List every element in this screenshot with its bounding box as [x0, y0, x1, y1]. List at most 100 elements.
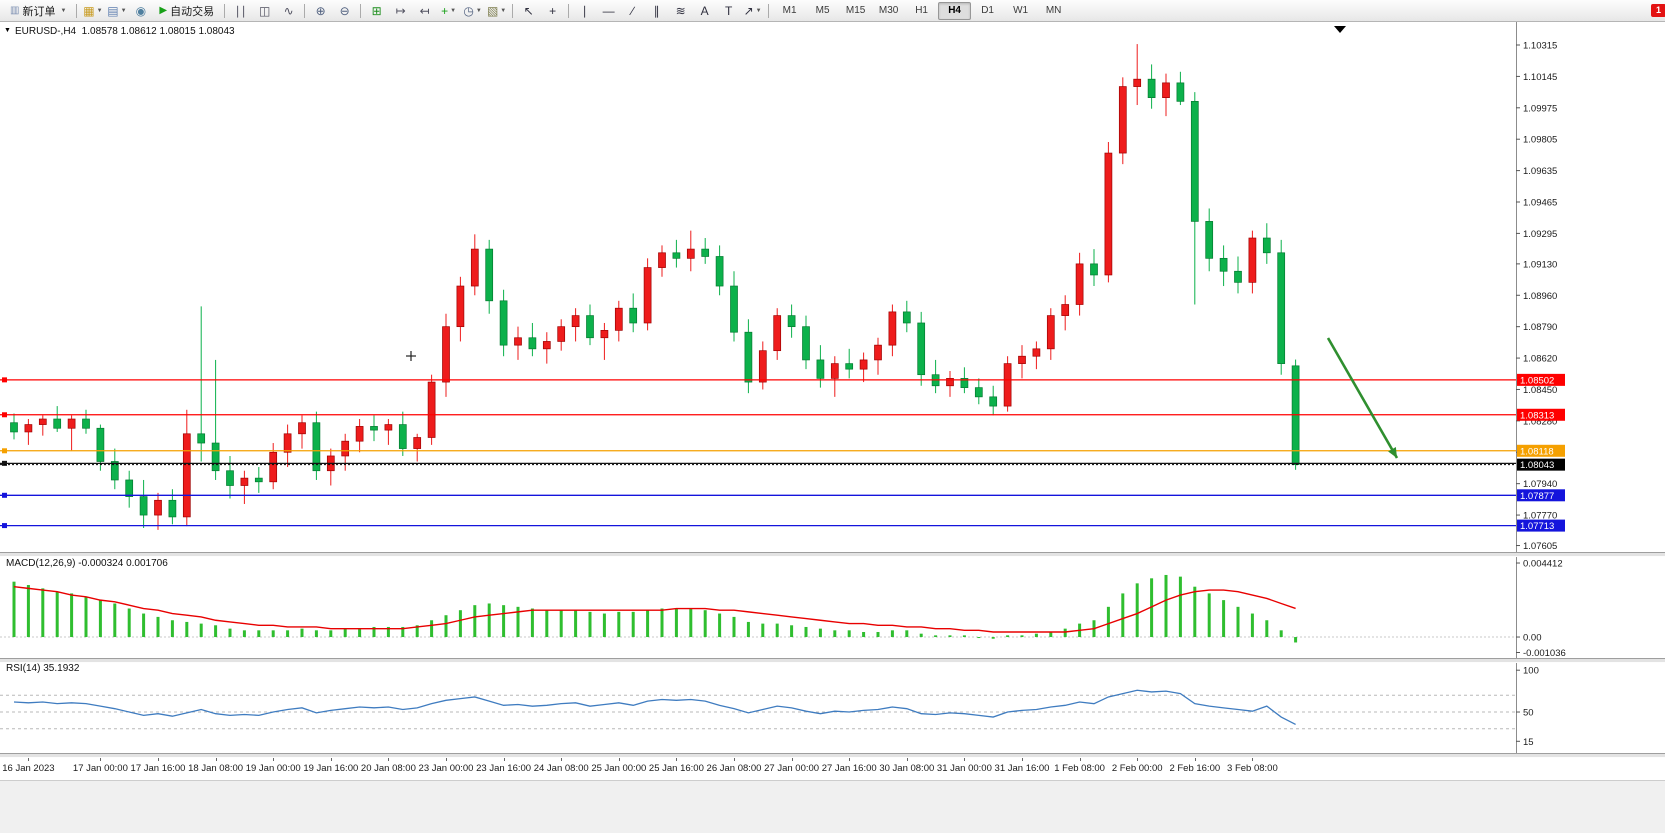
- trendline-button[interactable]: ∕: [631, 3, 634, 18]
- timeframe-m30[interactable]: M30: [878, 4, 899, 16]
- candle: [10, 413, 18, 440]
- time-tick: [330, 757, 332, 761]
- timeframe-d1[interactable]: D1: [981, 4, 994, 16]
- svg-text:1.09130: 1.09130: [1523, 259, 1557, 270]
- indicators-button[interactable]: + ▼: [441, 3, 457, 18]
- price-tag: [1517, 444, 1565, 457]
- timeframe-m1[interactable]: M1: [782, 4, 797, 16]
- rsi-line: [13, 689, 1296, 725]
- candle: [398, 411, 407, 456]
- time-tick: [273, 757, 275, 761]
- arrows-button[interactable]: ↗ ▼: [743, 3, 762, 18]
- zoom-in-button[interactable]: ⊕: [315, 3, 326, 18]
- tile-windows-button[interactable]: ⊞: [371, 3, 382, 18]
- chart-shift-marker[interactable]: [1334, 26, 1346, 33]
- main-chart-pane[interactable]: 1.10315 1.10145 1.09975 1.09805 1.09635 1.094…: [0, 21, 1665, 552]
- candle: [1075, 252, 1084, 316]
- line-handle: [2, 492, 7, 498]
- chevron-down-icon: ▼: [120, 7, 127, 14]
- svg-text:1.08280: 1.08280: [1523, 416, 1557, 427]
- candle: [1219, 245, 1228, 287]
- candle: [672, 239, 681, 268]
- timeframe-h1[interactable]: H1: [915, 4, 928, 16]
- time-tick: [734, 757, 735, 761]
- time-axis[interactable]: 16 Jan 2023 17 Jan 00:00 17 Jan 16:00 18 Ja…: [0, 756, 1665, 780]
- candle: [67, 415, 76, 451]
- vertical-line-button[interactable]: ∣: [581, 3, 588, 18]
- equidistant-channel-button[interactable]: ∥: [653, 3, 660, 18]
- candle: [254, 467, 263, 493]
- time-label: 31 Jan 16:00: [994, 763, 1050, 774]
- time-label: 23 Jan 16:00: [476, 763, 532, 774]
- horizontal-lines[interactable]: 1.08502 1.08313 1.08118 1.08043 1.07877 1.077…: [0, 373, 1565, 532]
- autotrading-button-label: 自动交易: [170, 5, 215, 18]
- cross-marker[interactable]: [406, 351, 416, 361]
- autotrading-button[interactable]: ▶ 自动交易: [153, 1, 220, 20]
- timeframe-m5[interactable]: M5: [815, 4, 830, 16]
- timeframe-m15[interactable]: M15: [845, 4, 866, 16]
- candle: [614, 300, 623, 342]
- periods-button[interactable]: ◷ ▼: [463, 3, 482, 18]
- text-label-button[interactable]: T: [724, 3, 733, 18]
- candle: [1118, 77, 1127, 165]
- candle: [211, 359, 220, 480]
- svg-text:0.004412: 0.004412: [1523, 559, 1563, 570]
- candlestick-chart-button[interactable]: ◫: [258, 3, 271, 18]
- time-tick: [1079, 757, 1081, 761]
- svg-text:1.07770: 1.07770: [1523, 511, 1557, 522]
- bar-chart-button[interactable]: ∣∣: [234, 3, 247, 18]
- price-tag: [1517, 408, 1565, 421]
- chart-shift-button[interactable]: ↤: [419, 3, 430, 18]
- profiles-button[interactable]: ▤ ▼: [107, 3, 127, 18]
- candle: [1176, 71, 1185, 106]
- svg-text:50: 50: [1523, 708, 1534, 719]
- candle: [1162, 73, 1170, 117]
- time-tick: [100, 757, 102, 761]
- line-chart-button[interactable]: ∿: [283, 3, 294, 18]
- macd-label: MACD(12,26,9) -0.000324 0.001706: [6, 558, 168, 569]
- candles: [10, 44, 1300, 530]
- chart-collapse-icon[interactable]: ▼: [4, 27, 11, 34]
- pane-separator[interactable]: [0, 552, 1665, 557]
- timeframe-mn[interactable]: MN: [1045, 4, 1062, 16]
- zoom-out-button[interactable]: ⊖: [339, 3, 350, 18]
- time-label: 17 Jan 16:00: [130, 763, 186, 774]
- chevron-down-icon: ▼: [60, 7, 67, 14]
- trend-arrow[interactable]: [1326, 337, 1399, 459]
- notification-badge[interactable]: 1: [1651, 4, 1665, 17]
- candle: [830, 356, 839, 397]
- time-tick: [1194, 757, 1196, 761]
- pane-separator[interactable]: [0, 658, 1665, 663]
- candle: [888, 304, 897, 357]
- auto-scroll-button[interactable]: ↦: [395, 3, 406, 18]
- time-tick: [503, 757, 505, 761]
- time-label: 27 Jan 00:00: [764, 763, 820, 774]
- time-tick: [849, 757, 851, 761]
- macd-pane[interactable]: 0.004412 0.00 -0.001036: [0, 555, 1665, 658]
- time-label: 16 Jan 2023: [2, 763, 55, 774]
- time-label: 2 Feb 16:00: [1169, 763, 1221, 774]
- cursor-button[interactable]: ↖: [523, 3, 534, 18]
- timeframe-w1[interactable]: W1: [1013, 4, 1029, 16]
- market-watch-button[interactable]: ◉: [135, 3, 147, 18]
- svg-text:1.09295: 1.09295: [1523, 229, 1557, 240]
- svg-text:1.07713: 1.07713: [1520, 521, 1554, 532]
- macd-histogram: [12, 574, 1298, 643]
- templates-button[interactable]: ▧ ▼: [486, 3, 507, 18]
- rsi-pane[interactable]: 100 50 15: [0, 661, 1665, 753]
- candle: [154, 492, 162, 530]
- new-chart-button[interactable]: ▦ ▼: [83, 3, 103, 18]
- svg-text:100: 100: [1523, 666, 1539, 677]
- crosshair-button[interactable]: +: [549, 3, 557, 18]
- time-label: 25 Jan 16:00: [648, 763, 704, 774]
- timeframe-h4[interactable]: H4: [938, 1, 972, 20]
- candle: [528, 322, 537, 357]
- candle: [1003, 356, 1012, 412]
- candle: [1234, 256, 1242, 294]
- candle: [1133, 44, 1142, 106]
- text-button[interactable]: A: [700, 3, 709, 18]
- horizontal-line-button[interactable]: ―: [602, 3, 615, 18]
- new-order-button[interactable]: ▥ 新订单 ▼: [4, 1, 72, 20]
- fibonacci-button[interactable]: ≋: [675, 3, 686, 18]
- pane-separator[interactable]: [0, 753, 1665, 758]
